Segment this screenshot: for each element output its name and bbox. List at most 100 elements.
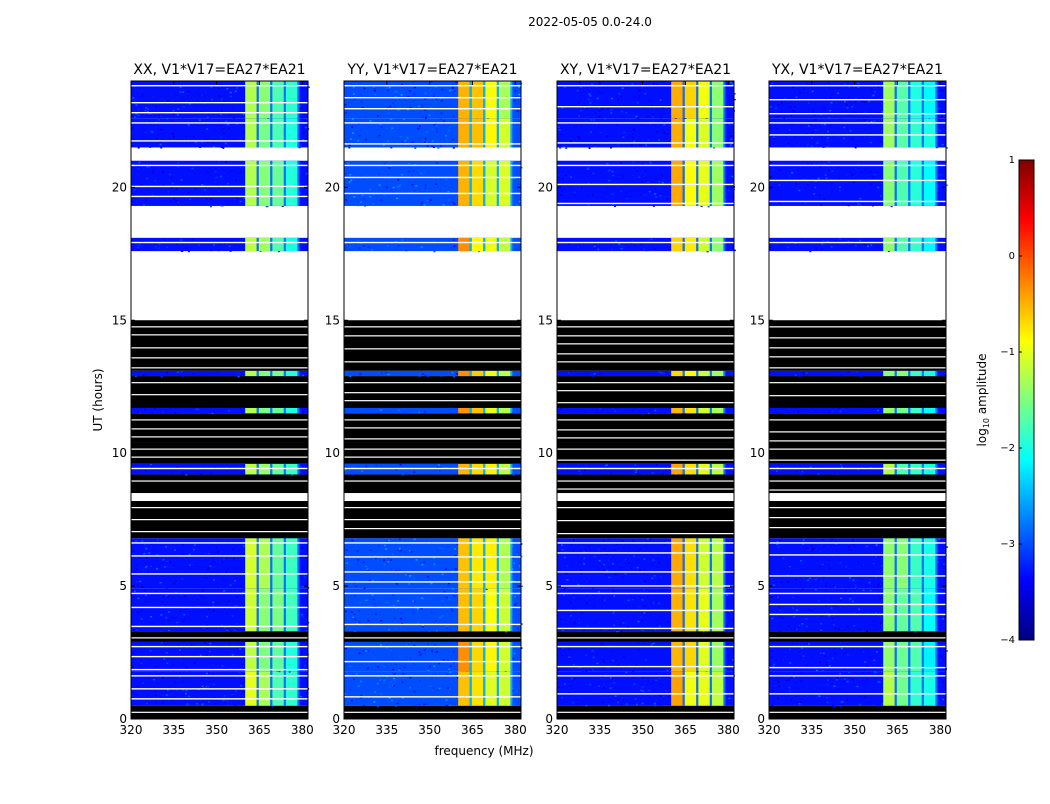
noise-pixel	[182, 116, 185, 119]
noise-pixel	[560, 190, 563, 193]
noise-pixel	[138, 411, 141, 414]
noise-pixel	[229, 250, 232, 252]
noise-pixel	[576, 90, 579, 92]
noise-pixel	[636, 603, 639, 606]
channel-gap	[908, 407, 911, 414]
noise-pixel	[821, 670, 824, 672]
noise-pixel	[828, 665, 831, 667]
noise-pixel	[133, 116, 136, 119]
band-channel	[485, 237, 497, 252]
noise-pixel	[875, 671, 878, 674]
band-channel	[458, 237, 470, 252]
band-channel	[498, 81, 511, 119]
noise-pixel	[141, 540, 144, 542]
noise-pixel	[650, 644, 653, 646]
noise-pixel	[772, 619, 775, 621]
band-channel	[896, 588, 909, 632]
noise-pixel	[160, 128, 163, 131]
noise-pixel	[350, 700, 353, 702]
noise-pixel	[562, 629, 565, 632]
flag-gap-line	[131, 448, 308, 450]
noise-pixel	[162, 581, 165, 583]
noise-pixel	[187, 250, 190, 253]
noise-pixel	[651, 642, 654, 645]
noise-pixel	[354, 590, 357, 593]
flag-line	[557, 609, 734, 612]
noise-pixel	[390, 654, 393, 656]
flag-line	[557, 122, 734, 124]
noise-pixel	[853, 625, 856, 627]
noise-pixel	[772, 690, 775, 692]
noise-pixel	[142, 600, 145, 602]
noise-pixel	[874, 173, 877, 176]
channel-gap	[894, 237, 897, 252]
noise-pixel	[349, 173, 352, 176]
noise-pixel	[403, 666, 406, 669]
noise-pixel	[661, 472, 664, 475]
noise-pixel	[726, 190, 729, 192]
noise-pixel	[150, 130, 153, 133]
flag-line	[344, 192, 521, 195]
noise-pixel	[301, 615, 304, 618]
noise-pixel	[195, 90, 198, 93]
noise-pixel	[374, 605, 377, 608]
x-tick-label: 335	[800, 723, 823, 737]
noise-pixel	[824, 174, 827, 176]
y-tick-label: 20	[538, 180, 553, 194]
noise-pixel	[416, 596, 419, 599]
noise-pixel	[175, 94, 178, 97]
band-channel	[923, 588, 936, 632]
channel-gap	[297, 407, 300, 414]
noise-pixel	[516, 602, 519, 605]
noise-pixel	[518, 200, 521, 203]
noise-pixel	[860, 579, 863, 581]
noise-pixel	[724, 669, 727, 672]
noise-pixel	[879, 140, 882, 143]
channel-gap	[723, 641, 726, 672]
noise-pixel	[820, 581, 823, 583]
noise-pixel	[728, 697, 731, 700]
noise-pixel	[163, 660, 166, 662]
noise-pixel	[603, 682, 606, 685]
noise-pixel	[811, 163, 814, 165]
noise-pixel	[794, 599, 797, 602]
noise-pixel	[191, 167, 194, 170]
noise-pixel	[224, 177, 227, 180]
noise-pixel	[415, 704, 418, 707]
band-channel	[285, 407, 298, 414]
noise-pixel	[838, 628, 841, 631]
noise-pixel	[609, 687, 612, 689]
noise-pixel	[863, 169, 866, 171]
noise-pixel	[640, 689, 643, 692]
band-channel	[923, 118, 936, 148]
noise-pixel	[160, 614, 163, 616]
noise-pixel	[456, 543, 459, 546]
noise-pixel	[162, 171, 165, 174]
noise-pixel	[646, 110, 649, 113]
noise-pixel	[779, 545, 782, 548]
noise-pixel	[728, 120, 731, 123]
noise-pixel	[351, 132, 354, 134]
noise-pixel	[451, 371, 454, 374]
noise-pixel	[724, 199, 727, 201]
noise-pixel	[880, 186, 883, 188]
noise-pixel	[662, 696, 665, 698]
channel-gap	[723, 118, 726, 148]
noise-pixel	[615, 95, 618, 97]
noise-pixel	[658, 561, 661, 564]
noise-pixel	[154, 245, 157, 248]
noise-pixel	[176, 466, 179, 468]
noise-pixel	[667, 621, 670, 623]
noise-pixel	[209, 473, 212, 475]
flag-gap-line	[769, 480, 946, 482]
noise-pixel	[516, 677, 519, 680]
noise-pixel	[806, 83, 809, 86]
noise-pixel	[729, 144, 732, 146]
noise-pixel	[242, 113, 245, 115]
noise-pixel	[801, 623, 804, 625]
noise-pixel	[728, 610, 731, 613]
noise-pixel	[827, 161, 830, 163]
noise-pixel	[601, 107, 604, 110]
noise-pixel	[638, 97, 641, 100]
noise-pixel	[214, 466, 217, 468]
